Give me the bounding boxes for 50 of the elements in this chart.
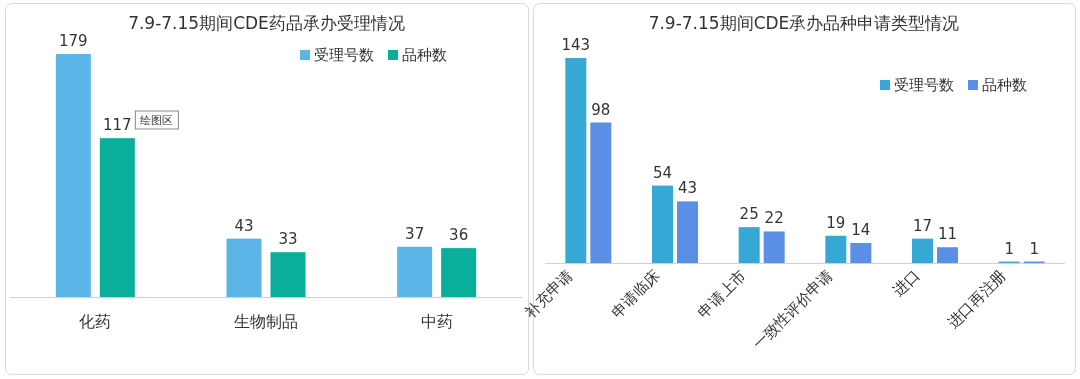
bar [55,54,91,297]
data-label: 25 [739,205,759,224]
bar [441,248,477,297]
data-label: 143 [561,36,591,54]
data-label: 98 [591,100,611,119]
bar [226,238,262,297]
bar [850,242,872,263]
bar [937,247,958,263]
data-label: 33 [278,230,298,249]
data-label: 179 [59,32,88,50]
data-label: 11 [937,225,958,244]
data-label: 37 [405,224,425,243]
data-label: 43 [234,216,254,235]
bar [912,238,933,263]
data-label: 1 [1004,239,1014,258]
legend-label: 受理号数 [894,76,954,94]
bar [397,246,433,297]
chart-title: 7.9-7.15期间CDE药品承办受理情况 [128,13,405,33]
x-tick-label: 申请上市 [694,266,750,322]
x-tick-label: 中药 [420,312,453,331]
data-label: 22 [764,209,784,228]
x-tick-label: 进口再注册 [943,266,1010,333]
x-tick-label: 进口 [889,266,924,301]
data-label: 19 [826,213,846,232]
data-label: 1 [1029,239,1039,258]
bar [763,231,785,263]
data-label: 43 [677,179,698,198]
bar [677,201,698,263]
bar [825,235,847,263]
data-label: 54 [652,163,673,182]
bar [652,185,673,263]
data-label: 14 [851,220,871,239]
x-tick-label: 申请临床 [607,266,664,322]
legend-label: 受理号数 [314,46,374,64]
x-tick-label: 生物制品 [234,312,298,331]
bar [99,138,135,297]
data-label: 117 [103,116,132,135]
bar [738,227,760,263]
chart-title: 7.9-7.15期间CDE承办品种申请类型情况 [648,13,960,33]
annotation: 绘图区 [140,114,174,127]
data-label: 17 [912,216,933,235]
x-tick-label: 一致性评价申请 [749,266,837,354]
data-label: 36 [449,226,469,245]
x-tick-label: 化药 [79,312,112,331]
legend-label: 品种数 [982,76,1027,94]
bar [270,252,306,297]
bar [590,122,612,263]
legend-label: 品种数 [402,46,447,64]
x-tick-label: 补充申请 [521,266,577,322]
bar [565,58,587,263]
